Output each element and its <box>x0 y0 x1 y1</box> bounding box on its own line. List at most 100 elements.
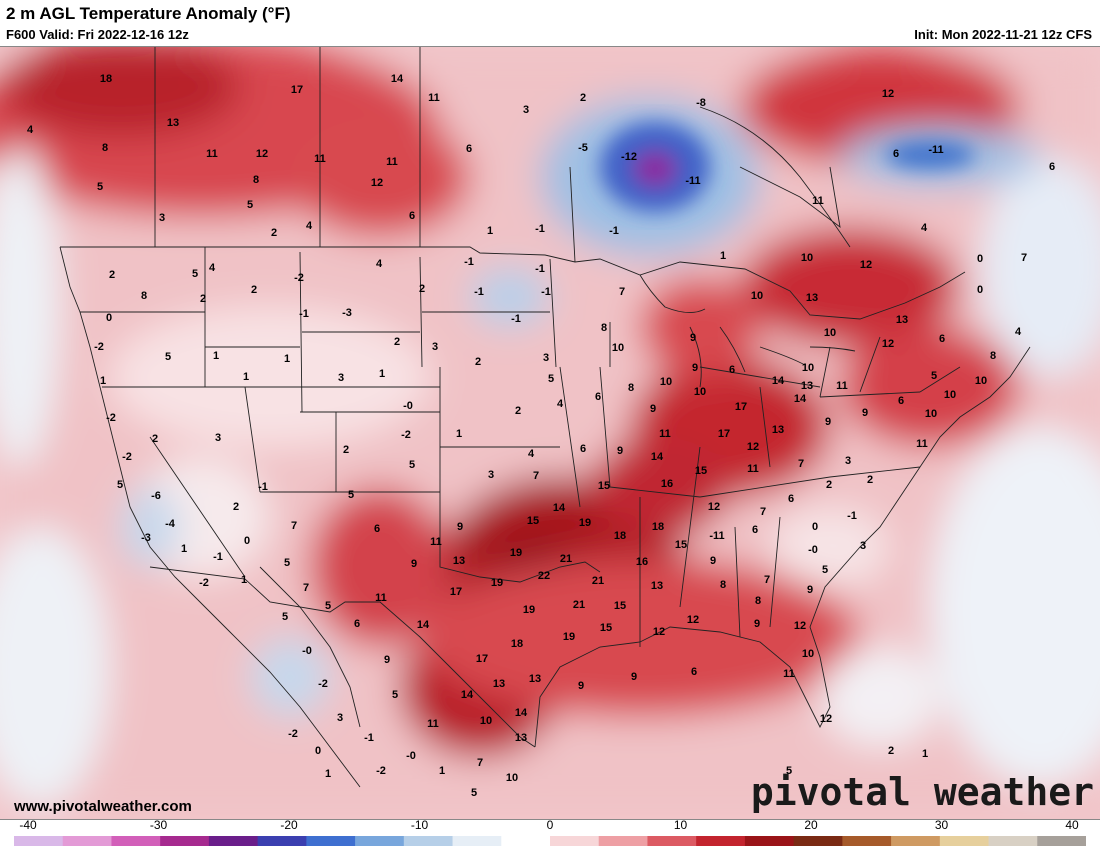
anomaly-value-label: 1 <box>213 350 219 362</box>
anomaly-value-label: 12 <box>653 626 665 638</box>
anomaly-value-label: 5 <box>931 370 937 382</box>
anomaly-value-label: 0 <box>977 253 983 265</box>
anomaly-value-label: 13 <box>651 580 663 592</box>
anomaly-value-label: 2 <box>109 269 115 281</box>
anomaly-value-label: 17 <box>476 653 488 665</box>
anomaly-value-label: -0 <box>302 645 312 657</box>
anomaly-value-label: 7 <box>533 470 539 482</box>
anomaly-value-label: 4 <box>1015 326 1022 338</box>
colorbar-tick-label: 30 <box>934 818 949 832</box>
anomaly-value-label: 14 <box>553 502 566 514</box>
colorbar-swatch <box>452 836 502 846</box>
anomaly-value-label: 9 <box>807 584 813 596</box>
anomaly-value-label: -0 <box>406 750 416 762</box>
anomaly-value-label: 8 <box>253 174 259 186</box>
colorbar-tick-label: 0 <box>546 818 554 832</box>
anomaly-value-label: 14 <box>417 619 430 631</box>
anomaly-value-label: -2 <box>401 429 411 441</box>
anomaly-value-label: 3 <box>338 372 344 384</box>
anomaly-value-label: 14 <box>772 375 785 387</box>
anomaly-value-label: 18 <box>652 521 664 533</box>
anomaly-value-label: 10 <box>660 376 672 388</box>
anomaly-value-label: 18 <box>511 638 523 650</box>
anomaly-value-label: 5 <box>786 765 792 777</box>
anomaly-value-label: 2 <box>343 444 349 456</box>
anomaly-value-label: 3 <box>215 432 221 444</box>
anomaly-value-label: 3 <box>845 455 851 467</box>
anomaly-value-label: 10 <box>824 327 836 339</box>
anomaly-value-label: 16 <box>661 478 673 490</box>
boundaries-layer <box>59 47 1031 788</box>
colorbar-swatch <box>111 836 161 846</box>
colorbar-swatch <box>208 836 259 846</box>
anomaly-value-label: 5 <box>117 479 123 491</box>
anomaly-value-label: 10 <box>925 408 937 420</box>
colorbar-swatch <box>501 836 551 846</box>
colorbar-swatch <box>842 836 892 846</box>
anomaly-value-label: -6 <box>151 490 161 502</box>
anomaly-value-label: 9 <box>754 618 760 630</box>
anomaly-value-label: 21 <box>573 599 585 611</box>
anomaly-value-label: 2 <box>251 284 257 296</box>
anomaly-value-label: 5 <box>97 181 103 193</box>
anomaly-value-label: -1 <box>464 256 474 268</box>
anomaly-value-label: -11 <box>685 175 700 187</box>
anomaly-value-label: 17 <box>735 401 747 413</box>
anomaly-value-label: 21 <box>560 553 572 565</box>
anomaly-value-label: -0 <box>808 544 818 556</box>
anomaly-value-label: 14 <box>515 707 528 719</box>
anomaly-value-label: 15 <box>675 539 687 551</box>
anomaly-value-label: 17 <box>718 428 730 440</box>
anomaly-value-label: 2 <box>152 433 158 445</box>
anomaly-value-label: 13 <box>806 292 818 304</box>
anomaly-value-label: 12 <box>371 177 383 189</box>
anomaly-value-label: 11 <box>836 380 848 392</box>
anomaly-value-label: 6 <box>374 523 380 535</box>
anomaly-value-label: 5 <box>247 199 253 211</box>
anomaly-value-label: 6 <box>580 443 586 455</box>
colorbar-tick-label: 20 <box>804 818 818 832</box>
map-title: 2 m AGL Temperature Anomaly (°F) <box>6 4 291 23</box>
anomaly-value-label: 10 <box>944 389 956 401</box>
colorbar-tick-label: -20 <box>280 818 298 832</box>
anomaly-value-label: 8 <box>141 290 147 302</box>
anomaly-value-label: 11 <box>206 148 218 160</box>
anomaly-value-label: 12 <box>687 614 699 626</box>
anomaly-value-label: -1 <box>364 732 374 744</box>
anomaly-value-label: 11 <box>659 428 671 440</box>
anomaly-value-label: 11 <box>747 463 759 475</box>
anomaly-value-label: 7 <box>1021 252 1027 264</box>
anomaly-value-label: 11 <box>428 92 440 104</box>
anomaly-value-label: 7 <box>477 757 483 769</box>
anomaly-value-label: 3 <box>432 341 438 353</box>
anomaly-value-label: 15 <box>614 600 626 612</box>
anomaly-value-label: 2 <box>475 356 481 368</box>
anomaly-value-label: 7 <box>764 574 770 586</box>
anomaly-value-label: -1 <box>474 286 484 298</box>
colorbar-swatch <box>744 836 795 846</box>
anomaly-value-label: -5 <box>578 142 588 154</box>
anomaly-value-label: 6 <box>752 524 758 536</box>
anomaly-value-label: 8 <box>601 322 607 334</box>
anomaly-value-label: 5 <box>325 600 331 612</box>
anomaly-value-label: 3 <box>159 212 165 224</box>
anomaly-value-label: 1 <box>325 768 331 780</box>
anomaly-value-label: 9 <box>631 671 637 683</box>
anomaly-value-label: 9 <box>690 332 696 344</box>
anomaly-value-label: 0 <box>244 535 250 547</box>
anomaly-map: 18 17 14 11 13 4 8 11 12 11 11 12 8 5 5 3 2 4 6 1 -1 -1 2 3 6 -5-… <box>0 46 1100 820</box>
anomaly-value-label: 14 <box>794 393 807 405</box>
anomaly-value-label: 5 <box>822 564 828 576</box>
anomaly-value-label: 12 <box>794 620 806 632</box>
anomaly-value-label: 2 <box>580 92 586 104</box>
anomaly-value-label: 10 <box>506 772 518 784</box>
anomaly-value-label: 14 <box>391 73 404 85</box>
anomaly-value-label: 12 <box>860 259 872 271</box>
anomaly-value-label: 11 <box>916 438 928 450</box>
anomaly-value-label: 8 <box>102 142 108 154</box>
anomaly-value-label: 19 <box>510 547 522 559</box>
anomaly-value-label: 6 <box>409 210 415 222</box>
anomaly-value-label: 13 <box>529 673 541 685</box>
colorbar-tick-label: -40 <box>19 818 37 832</box>
